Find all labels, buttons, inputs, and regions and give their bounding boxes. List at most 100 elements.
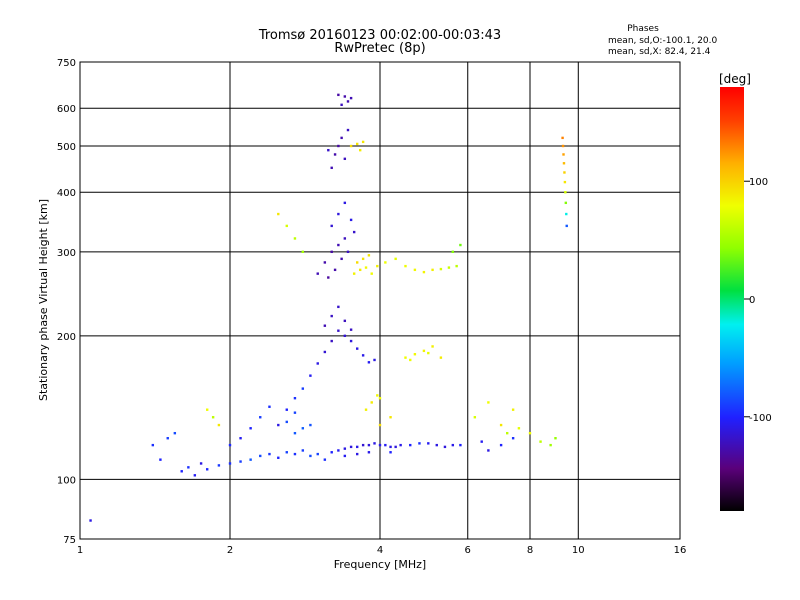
- data-point: [399, 443, 402, 447]
- data-point: [166, 437, 169, 440]
- data-point: [358, 148, 362, 152]
- data-point: [565, 224, 568, 228]
- data-point: [431, 268, 434, 272]
- data-point: [330, 224, 333, 228]
- data-point: [370, 272, 373, 275]
- data-point: [422, 349, 426, 353]
- data-point: [459, 243, 462, 247]
- phase-stats-x-mode: mean, sd,X: 82.4, 21.4: [608, 47, 711, 57]
- data-point: [333, 268, 337, 272]
- data-point: [199, 462, 203, 465]
- data-point: [384, 261, 387, 264]
- data-point: [378, 396, 382, 400]
- data-point: [323, 350, 327, 354]
- data-point: [394, 257, 397, 261]
- data-point: [447, 266, 451, 269]
- data-point: [343, 319, 347, 323]
- data-point: [349, 328, 353, 331]
- chart-title-line1: Tromsø 20160123 00:02:00-00:03:43: [258, 28, 501, 43]
- data-point: [409, 358, 412, 362]
- data-point: [346, 128, 350, 132]
- data-point: [384, 443, 387, 447]
- data-point: [367, 254, 371, 257]
- data-point: [389, 416, 392, 419]
- data-points: [89, 93, 568, 522]
- data-point: [355, 445, 359, 449]
- y-tick-label-500: 500: [57, 142, 76, 153]
- data-point: [487, 449, 490, 452]
- x-tick-label-16: 16: [674, 545, 687, 556]
- data-point: [228, 443, 232, 447]
- data-point: [285, 451, 288, 454]
- data-point: [413, 268, 417, 272]
- data-point: [316, 452, 319, 456]
- data-point: [330, 314, 333, 318]
- data-point: [361, 140, 365, 144]
- data-point: [309, 374, 312, 377]
- data-point: [249, 427, 252, 430]
- data-point: [376, 394, 379, 397]
- data-point: [439, 356, 443, 359]
- data-point: [337, 212, 340, 216]
- data-point: [373, 442, 376, 445]
- data-point: [364, 408, 368, 411]
- data-point: [352, 272, 356, 275]
- y-tick-label-75: 75: [63, 535, 76, 546]
- data-point: [89, 519, 92, 522]
- data-point: [337, 329, 340, 332]
- data-point: [330, 451, 333, 454]
- data-point: [367, 443, 371, 447]
- data-point: [340, 103, 343, 107]
- data-point: [367, 361, 371, 364]
- data-point: [337, 305, 340, 309]
- data-point: [293, 411, 297, 414]
- x-tick-label-4: 4: [377, 545, 383, 556]
- data-point: [443, 445, 447, 449]
- data-point: [352, 230, 356, 234]
- data-point: [151, 443, 155, 447]
- data-point: [277, 212, 280, 216]
- colorbar: [720, 87, 744, 511]
- data-point: [343, 201, 347, 205]
- data-point: [361, 354, 365, 357]
- data-point: [346, 100, 350, 103]
- data-point: [349, 339, 353, 343]
- data-point: [451, 443, 455, 447]
- data-point: [285, 224, 288, 228]
- plot-frame: [79, 61, 681, 540]
- data-point: [309, 423, 312, 427]
- data-point: [427, 351, 430, 355]
- data-point: [285, 420, 288, 424]
- gridlines: [80, 62, 680, 539]
- data-point: [343, 454, 347, 458]
- data-point: [404, 356, 407, 359]
- chart-title-line2: RwPretec (8p): [334, 41, 425, 56]
- x-tick-label-8: 8: [527, 545, 533, 556]
- data-point: [539, 440, 542, 443]
- data-point: [323, 261, 327, 264]
- y-tick-label-100: 100: [57, 475, 76, 486]
- data-point: [259, 454, 262, 458]
- data-point: [394, 445, 397, 449]
- data-point: [355, 142, 359, 146]
- data-point: [431, 345, 434, 348]
- data-point: [239, 437, 242, 440]
- data-point: [427, 442, 430, 445]
- data-point: [330, 166, 333, 170]
- data-point: [343, 237, 347, 240]
- data-point: [301, 427, 305, 430]
- data-point: [349, 218, 353, 222]
- y-tick-label-400: 400: [57, 188, 76, 199]
- data-point: [549, 443, 552, 447]
- data-point: [370, 401, 373, 404]
- data-point: [268, 405, 271, 408]
- data-point: [337, 93, 340, 97]
- data-point: [364, 266, 368, 269]
- data-point: [505, 431, 509, 435]
- data-point: [327, 276, 330, 279]
- data-point: [205, 408, 209, 411]
- data-point: [355, 347, 359, 350]
- data-point: [211, 416, 215, 419]
- y-tick-label-200: 200: [57, 332, 76, 343]
- data-point: [187, 466, 190, 469]
